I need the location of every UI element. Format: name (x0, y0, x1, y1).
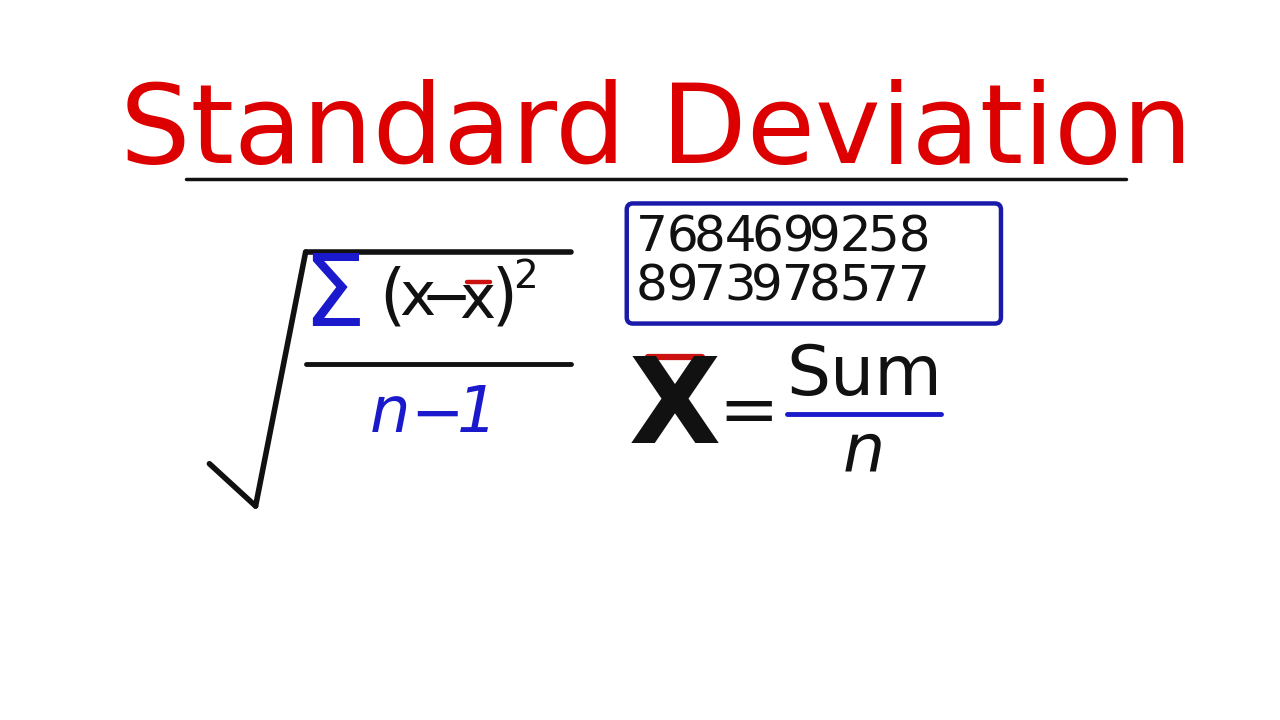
Text: Sum: Sum (786, 342, 942, 409)
Text: ): ) (492, 265, 518, 331)
Text: 76: 76 (636, 213, 699, 261)
Text: =: = (718, 379, 778, 448)
Text: 69: 69 (751, 213, 815, 261)
Text: n: n (842, 419, 884, 485)
Text: 2: 2 (513, 258, 539, 297)
Text: 92: 92 (809, 213, 873, 261)
Text: 77: 77 (867, 263, 931, 310)
Text: (: ( (379, 265, 404, 331)
Text: −: − (410, 385, 463, 447)
Text: 73: 73 (694, 263, 756, 310)
Text: 58: 58 (867, 213, 931, 261)
Text: Standard Deviation: Standard Deviation (120, 79, 1192, 186)
Text: 89: 89 (636, 263, 699, 310)
Text: $\Sigma$: $\Sigma$ (302, 250, 361, 346)
Text: 97: 97 (751, 263, 815, 310)
FancyBboxPatch shape (627, 204, 1001, 323)
Text: 85: 85 (809, 263, 873, 310)
Text: −: − (421, 271, 472, 330)
Text: n: n (370, 382, 411, 445)
Text: 84: 84 (694, 213, 756, 261)
Text: 1: 1 (457, 382, 498, 445)
Text: x: x (460, 272, 495, 331)
Text: X: X (630, 352, 722, 468)
Text: x: x (399, 269, 435, 328)
